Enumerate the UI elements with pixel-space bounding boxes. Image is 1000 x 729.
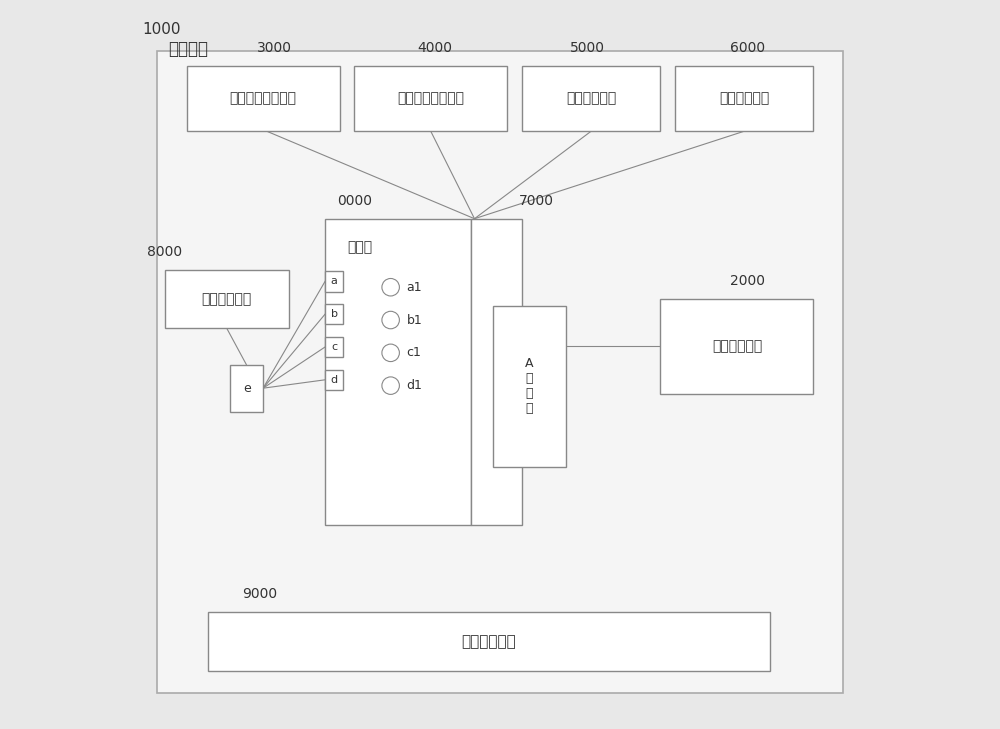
Text: 9000: 9000 — [242, 588, 277, 601]
FancyBboxPatch shape — [157, 51, 843, 693]
FancyBboxPatch shape — [522, 66, 660, 131]
Text: 1000: 1000 — [143, 22, 181, 37]
FancyBboxPatch shape — [325, 370, 343, 390]
Text: 竖向荷载施加部分: 竖向荷载施加部分 — [230, 91, 297, 106]
Text: b: b — [331, 309, 338, 319]
FancyBboxPatch shape — [325, 337, 343, 357]
Text: A
钙
质
沙: A 钙 质 沙 — [525, 357, 533, 416]
FancyBboxPatch shape — [187, 66, 340, 131]
Text: c: c — [331, 342, 337, 352]
FancyBboxPatch shape — [471, 219, 522, 525]
Text: 0000: 0000 — [337, 194, 372, 208]
Text: 8000: 8000 — [147, 245, 182, 259]
FancyBboxPatch shape — [354, 66, 507, 131]
Text: b1: b1 — [407, 313, 422, 327]
FancyBboxPatch shape — [675, 66, 813, 131]
Text: d1: d1 — [407, 379, 423, 392]
FancyBboxPatch shape — [325, 304, 343, 324]
Text: 水位波动部分: 水位波动部分 — [712, 339, 762, 354]
Text: 模
型
桩: 模 型 桩 — [493, 351, 500, 393]
FancyBboxPatch shape — [493, 306, 566, 467]
Text: e: e — [243, 382, 251, 394]
Text: 3000: 3000 — [257, 41, 292, 55]
Text: 4000: 4000 — [417, 41, 452, 55]
Text: 模型箱: 模型箱 — [347, 241, 372, 254]
FancyBboxPatch shape — [660, 299, 813, 394]
Text: c1: c1 — [407, 346, 422, 359]
FancyBboxPatch shape — [325, 271, 343, 292]
Text: 液压升降部分: 液压升降部分 — [462, 634, 516, 649]
Text: a1: a1 — [407, 281, 422, 294]
FancyBboxPatch shape — [325, 219, 471, 525]
Text: 水平荷载施加部分: 水平荷载施加部分 — [397, 91, 464, 106]
Text: 5000: 5000 — [570, 41, 605, 55]
Text: 液压加载部分: 液压加载部分 — [566, 91, 616, 106]
Text: 气压加载部分: 气压加载部分 — [719, 91, 769, 106]
Text: 2000: 2000 — [730, 274, 765, 288]
Text: 整体支架: 整体支架 — [168, 40, 208, 58]
Text: 6000: 6000 — [730, 41, 765, 55]
Text: 传感采集部分: 传感采集部分 — [202, 292, 252, 306]
Text: a: a — [331, 276, 338, 286]
Text: 7000: 7000 — [519, 194, 554, 208]
FancyBboxPatch shape — [230, 364, 263, 412]
FancyBboxPatch shape — [165, 270, 289, 328]
FancyBboxPatch shape — [208, 612, 770, 671]
Text: d: d — [331, 375, 338, 385]
